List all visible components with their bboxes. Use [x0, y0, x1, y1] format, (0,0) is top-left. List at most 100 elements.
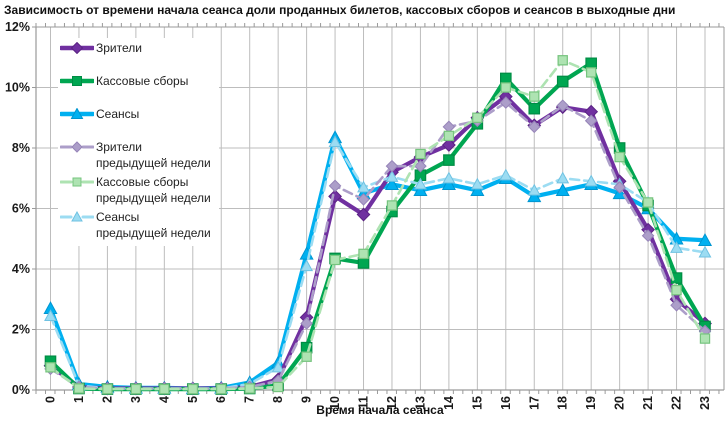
- legend-sample-box-office: [60, 76, 94, 86]
- legend-label-box-office-prev-week: Кассовые сборы предыдущей недели: [96, 175, 211, 205]
- square-marker: [272, 381, 284, 393]
- x-tick-label: 10: [328, 396, 342, 410]
- square-marker: [529, 91, 540, 102]
- legend-item-box-office-prev-week: Кассовые сборы предыдущей недели: [60, 174, 211, 206]
- square-marker: [216, 383, 227, 395]
- diamond-marker: [499, 96, 513, 109]
- legend-item-sessions: Сеансы: [60, 106, 211, 122]
- square-marker: [614, 151, 625, 163]
- square-marker: [557, 55, 568, 66]
- triangle-marker: [470, 183, 485, 197]
- triangle-marker: [328, 135, 342, 148]
- triangle-marker: [556, 171, 570, 184]
- legend-sample-box-office-prev-week: [60, 177, 94, 187]
- legend-item-viewers-prev-week: Зрители предыдущей недели: [60, 139, 211, 171]
- x-tick-label: 22: [670, 396, 684, 410]
- triangle-marker: [527, 189, 542, 203]
- x-tick-label: 6: [214, 396, 228, 403]
- diamond-marker: [300, 317, 313, 330]
- y-tick-label: 6%: [12, 202, 30, 216]
- y-tick-label: 10%: [5, 81, 30, 95]
- square-marker: [187, 383, 198, 395]
- legend: Зрители Кассовые сборы Сеансы Зрители предыд…: [58, 38, 219, 246]
- y-tick-label: 12%: [5, 20, 30, 34]
- square-marker: [443, 130, 455, 142]
- square-marker: [415, 148, 426, 160]
- x-tick-label: 8: [271, 396, 285, 403]
- legend-label-sessions: Сеансы: [96, 107, 140, 121]
- triangle-marker: [499, 168, 513, 181]
- square-marker: [500, 82, 512, 93]
- square-marker: [671, 284, 682, 296]
- x-tick-label: 21: [641, 396, 655, 410]
- legend-label-viewers-prev-week: Зрители предыдущей недели: [96, 140, 211, 170]
- legend-sample-viewers: [60, 42, 94, 54]
- triangle-marker: [385, 170, 399, 182]
- triangle-marker: [527, 183, 541, 196]
- x-tick-label: 20: [613, 396, 627, 410]
- y-tick-label: 2%: [12, 323, 30, 337]
- square-marker: [585, 57, 597, 70]
- triangle-marker: [584, 174, 598, 187]
- square-marker: [556, 75, 569, 88]
- triangle-marker: [44, 309, 57, 321]
- legend-item-viewers: Зрители: [60, 40, 211, 56]
- x-tick-label: 17: [527, 396, 541, 410]
- legend-sample-sessions: [60, 108, 94, 119]
- diamond-marker: [556, 99, 570, 112]
- diamond-marker: [414, 159, 427, 173]
- square-marker: [500, 72, 512, 85]
- diamond-marker: [641, 229, 655, 243]
- triangle-marker: [70, 108, 84, 119]
- x-tick-label: 9: [300, 396, 314, 403]
- legend-label-box-office: Кассовые сборы: [96, 74, 189, 88]
- diamond-marker: [527, 120, 541, 134]
- y-tick-label: 8%: [12, 141, 30, 155]
- chart-title: Зависимость от времени начала сеанса дол…: [4, 3, 676, 17]
- diamond-marker: [356, 207, 371, 222]
- legend-sample-sessions-prev-week: [60, 211, 94, 222]
- diamond-marker: [70, 42, 84, 54]
- x-tick-label: 18: [556, 396, 570, 410]
- x-tick-label: 11: [357, 396, 371, 409]
- diamond-marker: [328, 179, 342, 193]
- square-marker: [45, 362, 56, 373]
- square-marker: [329, 254, 341, 266]
- x-tick-label: 14: [442, 396, 456, 410]
- square-marker: [159, 383, 170, 395]
- triangle-marker: [441, 177, 456, 190]
- square-marker: [443, 154, 455, 166]
- x-tick-label: 1: [72, 396, 86, 403]
- diamond-marker: [441, 138, 456, 152]
- triangle-marker: [413, 177, 427, 190]
- x-tick-label: 5: [186, 396, 200, 403]
- square-marker: [73, 383, 85, 394]
- diamond-marker: [328, 189, 342, 204]
- square-marker: [130, 383, 142, 395]
- square-marker: [699, 333, 711, 344]
- square-marker: [244, 383, 255, 394]
- square-marker: [301, 351, 312, 362]
- x-tick-label: 7: [243, 396, 257, 403]
- square-marker: [642, 197, 654, 208]
- legend-sample-viewers-prev-week: [60, 141, 94, 153]
- x-tick-label: 3: [129, 396, 143, 403]
- diamond-marker: [670, 298, 683, 312]
- diamond-marker: [584, 114, 598, 128]
- square-marker: [102, 383, 113, 395]
- square-marker: [357, 257, 370, 269]
- x-tick-label: 12: [385, 396, 399, 410]
- triangle-marker: [271, 360, 285, 373]
- legend-item-sessions-prev-week: Сеансы предыдущей недели: [60, 209, 211, 241]
- triangle-marker: [470, 177, 484, 190]
- diamond-marker: [613, 181, 626, 194]
- triangle-marker: [698, 245, 712, 258]
- legend-label-sessions-prev-week: Сеансы предыдущей недели: [96, 210, 211, 240]
- triangle-marker: [357, 180, 370, 193]
- triangle-marker: [555, 183, 570, 197]
- square-marker: [72, 177, 82, 187]
- diamond-marker: [385, 159, 399, 173]
- x-tick-label: 0: [44, 396, 58, 403]
